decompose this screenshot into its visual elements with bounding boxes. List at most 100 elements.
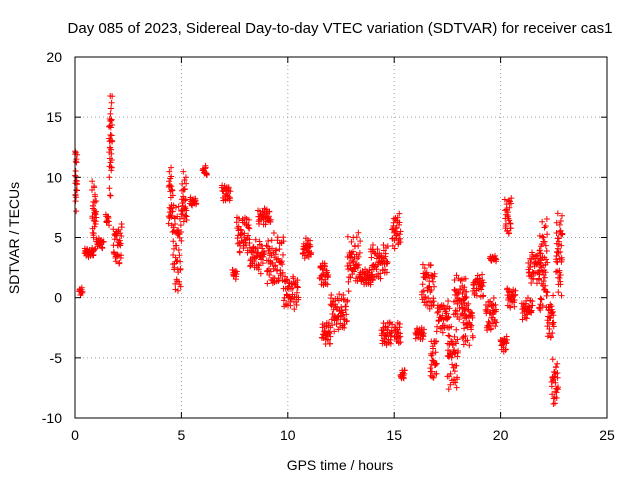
data-point — [385, 324, 392, 331]
data-point — [557, 272, 564, 279]
data-point — [380, 327, 387, 334]
data-point — [177, 258, 184, 265]
data-point — [110, 226, 117, 233]
data-point — [446, 333, 453, 340]
data-point — [243, 242, 250, 249]
data-point — [542, 222, 549, 229]
data-point — [549, 356, 556, 363]
data-point — [377, 270, 384, 277]
data-point — [445, 314, 452, 321]
data-point — [462, 275, 469, 282]
data-point — [373, 266, 380, 273]
data-point — [93, 208, 100, 215]
data-point — [107, 124, 114, 131]
data-point — [558, 256, 565, 263]
data-point — [283, 291, 290, 298]
data-point — [175, 203, 182, 210]
data-point — [339, 309, 346, 316]
data-point — [553, 258, 560, 265]
data-point — [449, 361, 456, 368]
data-point — [264, 280, 271, 287]
x-tick-label: 0 — [71, 427, 79, 443]
data-point — [90, 230, 97, 237]
data-point — [466, 342, 473, 349]
data-point — [454, 308, 461, 315]
data-point — [172, 286, 179, 293]
data-point — [307, 243, 314, 250]
data-point — [106, 222, 113, 229]
data-point — [245, 232, 252, 239]
data-point — [321, 263, 328, 270]
data-point — [553, 230, 560, 237]
data-point — [274, 234, 281, 241]
data-point — [350, 248, 357, 255]
data-point — [537, 295, 544, 302]
data-point — [493, 256, 500, 263]
data-point — [507, 304, 514, 311]
data-point — [177, 265, 184, 272]
x-tick-label: 5 — [178, 427, 186, 443]
data-point — [291, 306, 298, 313]
data-point — [453, 362, 460, 369]
data-point — [425, 295, 432, 302]
y-tick-label: 5 — [54, 230, 62, 246]
data-point — [267, 216, 274, 223]
data-point — [234, 235, 241, 242]
data-point — [245, 216, 252, 223]
data-point — [108, 132, 115, 139]
data-point — [556, 221, 563, 228]
data-point — [538, 296, 545, 303]
data-point — [93, 198, 100, 205]
data-point — [503, 336, 510, 343]
data-point — [424, 302, 431, 309]
data-point — [445, 298, 452, 305]
data-point — [430, 298, 437, 305]
data-point — [550, 312, 557, 319]
data-point — [460, 341, 467, 348]
data-point — [258, 242, 265, 249]
data-point — [369, 277, 376, 284]
data-point — [328, 292, 335, 299]
data-point — [182, 197, 189, 204]
data-point — [479, 283, 486, 290]
data-point — [538, 257, 545, 264]
data-point — [397, 339, 404, 346]
data-point — [447, 370, 454, 377]
data-point — [539, 302, 546, 309]
data-points — [72, 92, 566, 407]
data-point — [245, 222, 252, 229]
data-point — [116, 259, 123, 266]
data-point — [443, 310, 450, 317]
data-point — [479, 277, 486, 284]
data-point — [551, 400, 558, 407]
data-point — [439, 312, 446, 319]
data-point — [169, 228, 176, 235]
data-point — [463, 294, 470, 301]
data-point — [270, 230, 277, 237]
data-point — [180, 193, 187, 200]
data-point — [536, 247, 543, 254]
data-point — [269, 259, 276, 266]
data-point — [491, 318, 498, 325]
data-point — [469, 334, 476, 341]
data-point — [537, 250, 544, 257]
data-point — [115, 226, 122, 233]
data-point — [433, 370, 440, 377]
data-point — [429, 373, 436, 380]
data-point — [325, 272, 332, 279]
data-point — [108, 116, 115, 123]
data-point — [343, 317, 350, 324]
data-point — [307, 237, 314, 244]
chart-title: Day 085 of 2023, Sidereal Day-to-day VTE… — [68, 20, 613, 37]
data-point — [539, 218, 546, 225]
data-point — [468, 322, 475, 329]
data-point — [544, 259, 551, 266]
data-point — [268, 237, 275, 244]
data-point — [323, 332, 330, 339]
data-point — [431, 270, 438, 277]
data-point — [552, 388, 559, 395]
data-point — [273, 247, 280, 254]
data-point — [528, 279, 535, 286]
data-point — [544, 289, 551, 296]
data-point — [542, 282, 549, 289]
